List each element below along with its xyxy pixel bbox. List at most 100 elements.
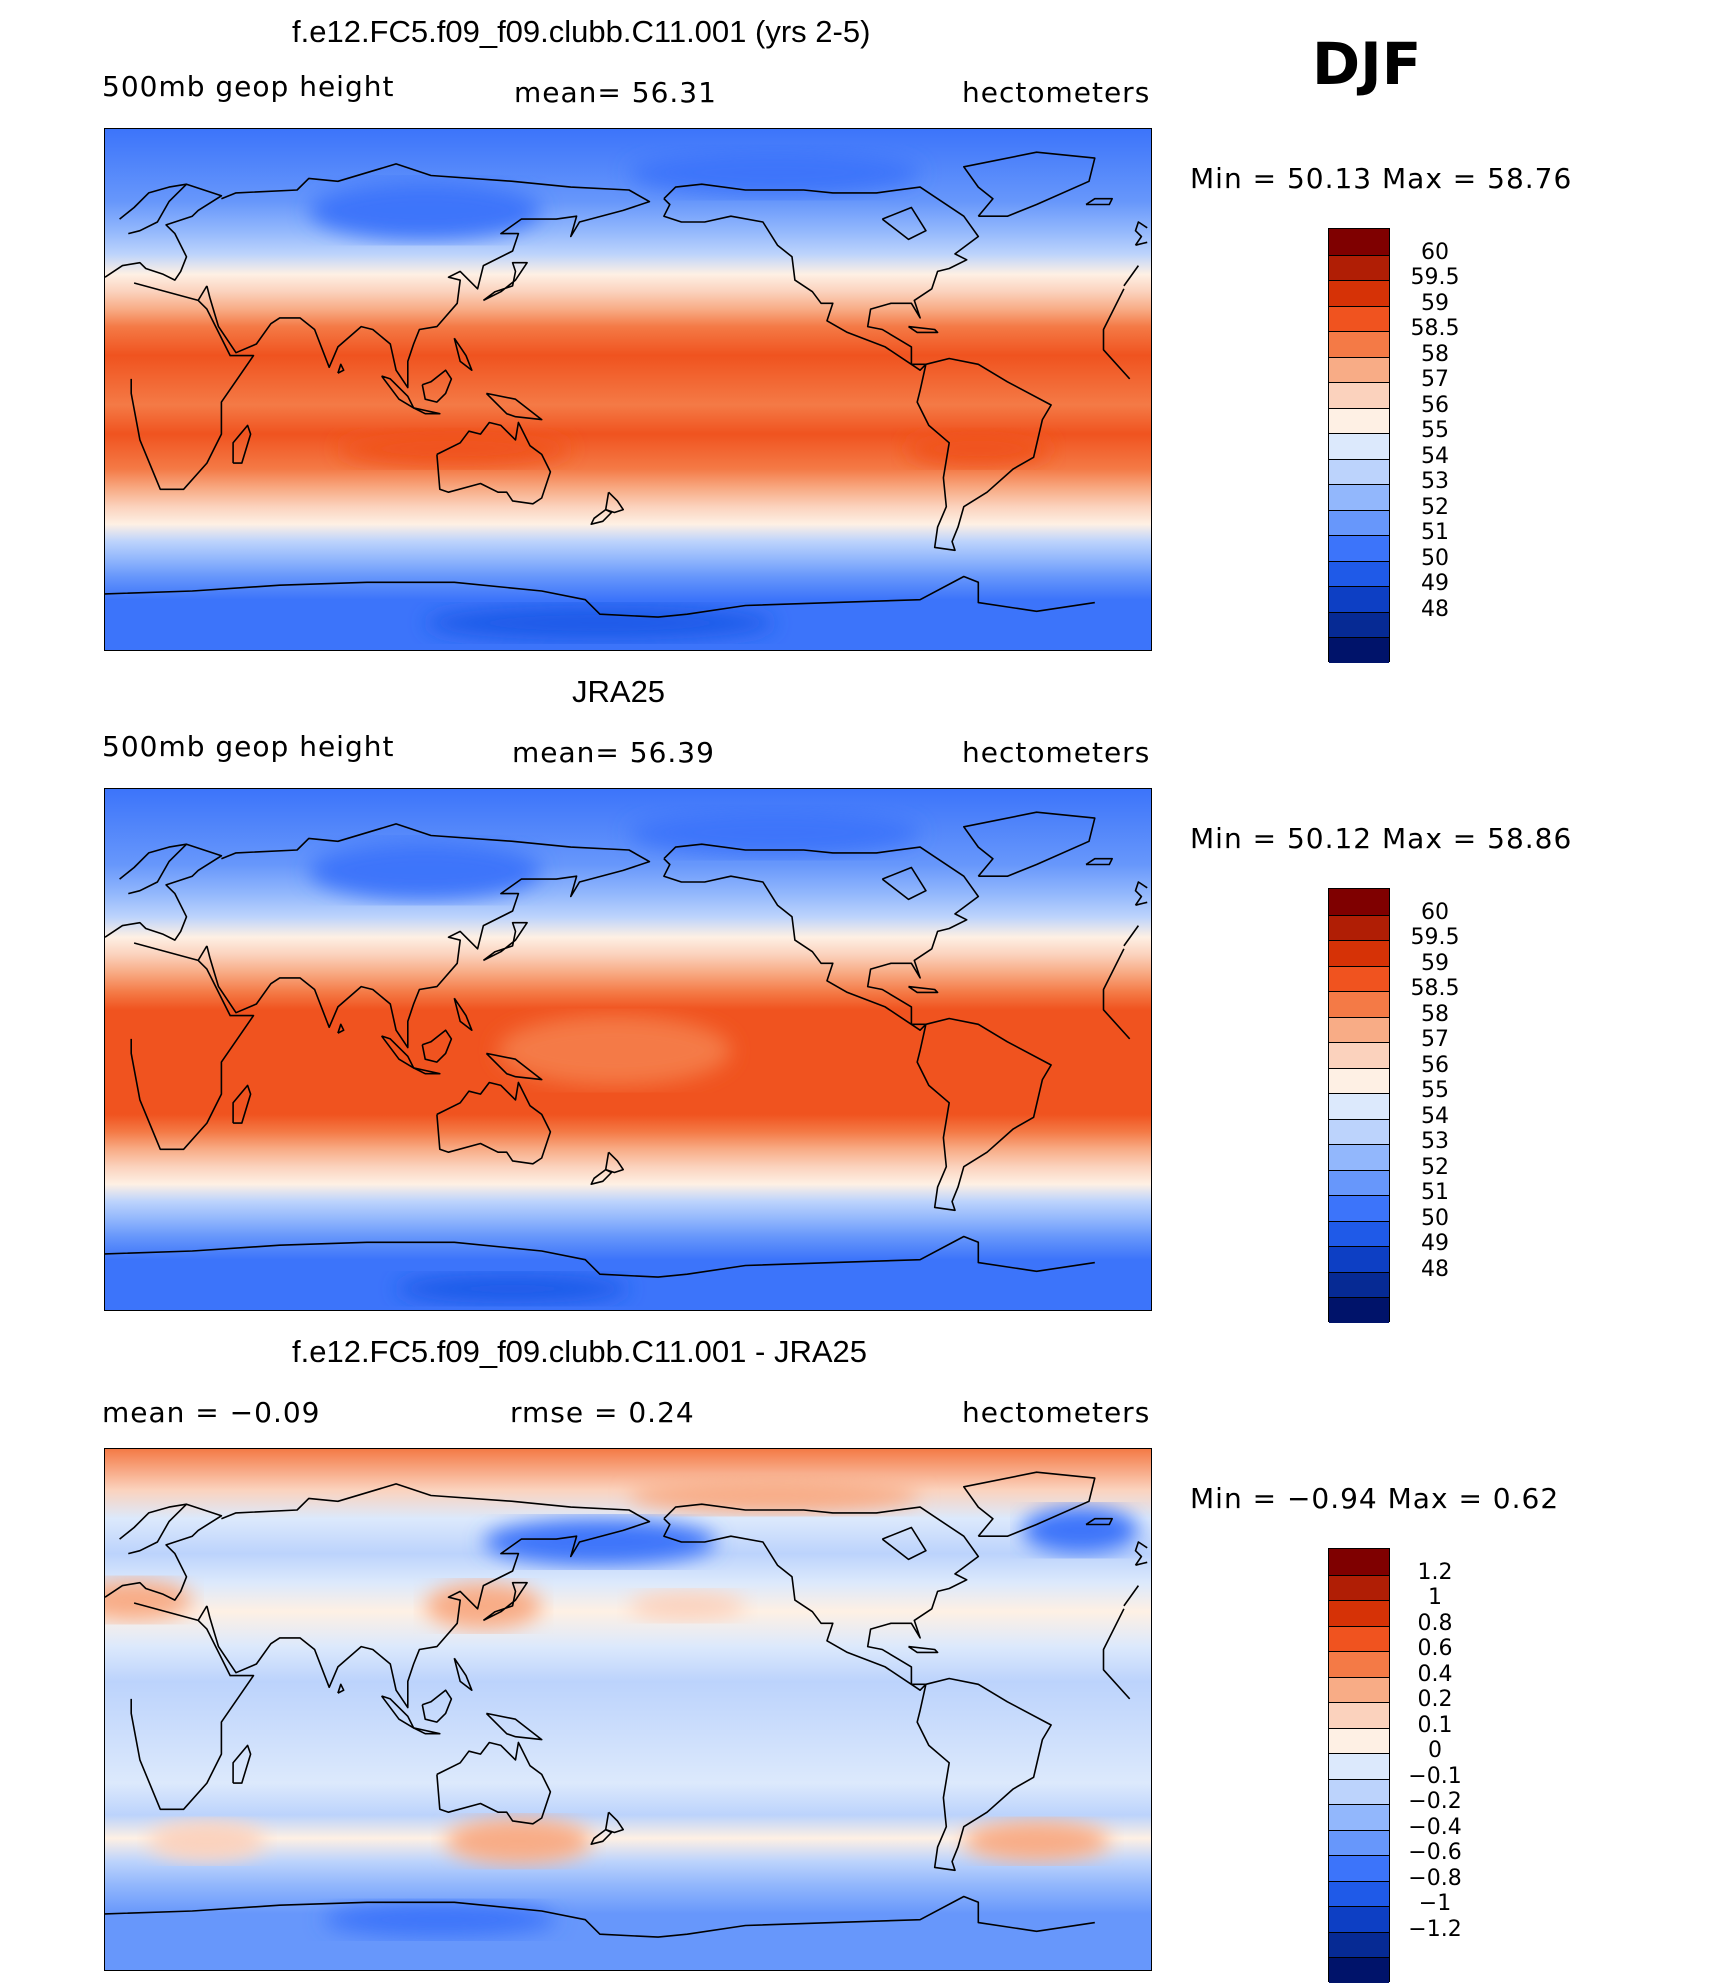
colorbar-swatch bbox=[1329, 1880, 1389, 1906]
panel-2-coastline bbox=[453, 997, 473, 1031]
colorbar-swatch bbox=[1329, 305, 1389, 331]
panel-2-coastline bbox=[232, 1084, 252, 1124]
colorbar-swatch bbox=[1329, 1271, 1389, 1297]
colorbar-tick-label: 1 bbox=[1428, 1585, 1442, 1610]
panel-1-coastline bbox=[482, 261, 528, 302]
panel-1-coastline bbox=[197, 285, 208, 301]
colorbar-tick-label: 52 bbox=[1421, 1154, 1449, 1180]
colorbar-swatch bbox=[1329, 1625, 1389, 1651]
panel-3-mean: mean = −0.09 bbox=[102, 1396, 321, 1429]
panel-3-colorbar-bar bbox=[1328, 1548, 1390, 1983]
panel-1-title: f.e12.FC5.f09_f09.clubb.C11.001 (yrs 2-5… bbox=[292, 14, 871, 49]
panel-2-coastline bbox=[206, 823, 651, 1049]
colorbar-swatch bbox=[1329, 1574, 1389, 1600]
panel-1-coastline bbox=[105, 575, 1095, 618]
panel-2-coastline bbox=[413, 1067, 441, 1075]
colorbar-tick-label: 56 bbox=[1421, 392, 1449, 418]
panel-3-coastline bbox=[197, 1605, 208, 1621]
colorbar-tick-label: 54 bbox=[1421, 1103, 1449, 1129]
panel-1-anomaly-1 bbox=[629, 149, 921, 196]
panel-3-coastline bbox=[604, 1811, 624, 1834]
panel-3-coastline bbox=[663, 1503, 980, 1691]
colorbar-swatch bbox=[1329, 1651, 1389, 1677]
panel-3-coastline bbox=[485, 1712, 543, 1741]
colorbar-swatch bbox=[1329, 991, 1389, 1017]
colorbar-swatch bbox=[1329, 1957, 1389, 1983]
colorbar-tick-label: 60 bbox=[1421, 899, 1449, 925]
panel-3-units: hectometers bbox=[962, 1396, 1151, 1429]
panel-1-coastline bbox=[590, 508, 613, 525]
panel-2-title: JRA25 bbox=[572, 674, 666, 709]
panel-1-coastline bbox=[232, 424, 252, 464]
colorbar-swatch bbox=[1329, 254, 1389, 280]
colorbar-tick-label: 51 bbox=[1421, 1180, 1449, 1205]
panel-2-anomaly-2 bbox=[629, 809, 921, 856]
colorbar-swatch bbox=[1329, 1727, 1389, 1753]
colorbar-swatch bbox=[1329, 1855, 1389, 1881]
colorbar-tick-label: −0.1 bbox=[1408, 1763, 1462, 1789]
colorbar-tick-label: 50 bbox=[1421, 1205, 1449, 1231]
colorbar-tick-label: 54 bbox=[1421, 443, 1449, 469]
panel-3-coastline bbox=[119, 1503, 187, 1540]
panel-2-coastline bbox=[1134, 881, 1148, 906]
colorbar-swatch bbox=[1329, 1093, 1389, 1119]
colorbar-tick-label: 0 bbox=[1428, 1738, 1442, 1763]
panel-2-coastline bbox=[663, 843, 980, 1031]
colorbar-swatch bbox=[1329, 331, 1389, 357]
colorbar-swatch bbox=[1329, 1753, 1389, 1779]
panel-2-map-svg bbox=[105, 789, 1151, 1310]
colorbar-swatch bbox=[1329, 1549, 1389, 1575]
colorbar-swatch bbox=[1329, 1067, 1389, 1093]
colorbar-tick-label: 59.5 bbox=[1410, 925, 1460, 950]
panel-1-field bbox=[105, 129, 1151, 650]
panel-3-anomaly-0 bbox=[445, 1818, 592, 1865]
panel-2-mean: mean= 56.39 bbox=[512, 736, 715, 769]
panel-1-coastline bbox=[1085, 197, 1113, 206]
panel-2-coastline bbox=[119, 843, 187, 880]
colorbar-tick-label: 58 bbox=[1421, 1001, 1449, 1027]
panel-3-coastline bbox=[908, 1645, 939, 1654]
colorbar-swatch bbox=[1329, 914, 1389, 940]
panel-3-coastline bbox=[337, 1683, 345, 1694]
panel-2-coastline bbox=[421, 1029, 453, 1063]
panel-3-coastline bbox=[436, 1741, 552, 1825]
panel-1-coastline bbox=[908, 325, 939, 334]
colorbar-swatch bbox=[1329, 407, 1389, 433]
panel-1-coastline bbox=[413, 407, 441, 415]
panel-2-coastline bbox=[604, 1151, 624, 1174]
panel-3-coastline bbox=[130, 1602, 1131, 1811]
panel-2-coastline bbox=[963, 811, 1096, 877]
colorbar-tick-label: 57 bbox=[1421, 1027, 1449, 1052]
panel-1-coastline bbox=[916, 357, 1052, 552]
panel-1-coastline bbox=[436, 421, 552, 505]
panel-3-anomaly-1 bbox=[963, 1820, 1110, 1862]
colorbar-swatch bbox=[1329, 1220, 1389, 1246]
colorbar-tick-label: 55 bbox=[1421, 1078, 1449, 1103]
panel-1-coastline bbox=[881, 206, 927, 241]
panel-3-map bbox=[104, 1448, 1152, 1971]
colorbar-tick-label: 49 bbox=[1421, 1231, 1449, 1256]
panel-1-units: hectometers bbox=[962, 76, 1151, 109]
panel-3-coastline bbox=[105, 1503, 1140, 1607]
panel-2-coastline bbox=[380, 1035, 415, 1069]
panel-3-coastline bbox=[380, 1695, 415, 1729]
colorbar-tick-label: 51 bbox=[1421, 520, 1449, 545]
colorbar-tick-label: 55 bbox=[1421, 418, 1449, 443]
panel-1-variable: 500mb geop height bbox=[102, 70, 395, 103]
colorbar-swatch bbox=[1329, 1169, 1389, 1195]
colorbar-swatch bbox=[1329, 1118, 1389, 1144]
colorbar-swatch bbox=[1329, 484, 1389, 510]
panel-2-coastline bbox=[881, 866, 927, 901]
colorbar-swatch bbox=[1329, 940, 1389, 966]
colorbar-swatch bbox=[1329, 433, 1389, 459]
panel-3-coastline bbox=[421, 1689, 453, 1723]
colorbar-swatch bbox=[1329, 965, 1389, 991]
panel-2-colorbar-bar bbox=[1328, 888, 1390, 1323]
panel-3-anomaly-4 bbox=[105, 1579, 193, 1621]
panel-1-anomaly-3 bbox=[337, 431, 571, 467]
colorbar-tick-label: 0.8 bbox=[1417, 1610, 1453, 1636]
panel-1-map bbox=[104, 128, 1152, 651]
panel-3-anomaly-8 bbox=[1022, 1507, 1139, 1554]
colorbar-swatch bbox=[1329, 637, 1389, 663]
panel-3-min-max: Min = −0.94 Max = 0.62 bbox=[1190, 1482, 1560, 1515]
